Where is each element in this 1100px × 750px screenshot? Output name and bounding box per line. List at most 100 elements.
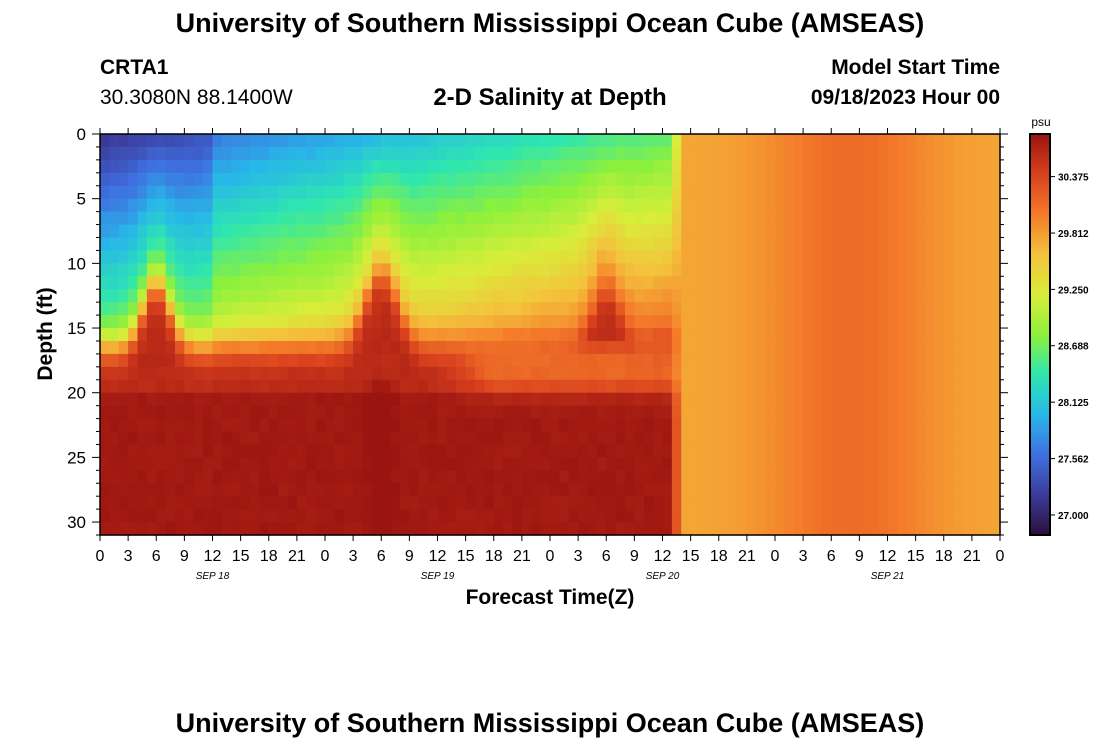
heatmap-cell [156,211,167,226]
heatmap-cell [971,340,982,355]
heatmap-cell [503,185,514,200]
heatmap-cell [803,289,814,303]
heatmap-cell [146,211,157,226]
heatmap-cell [203,276,214,290]
heatmap-cell [381,302,392,316]
heatmap-cell [362,340,373,355]
heatmap-cell [746,444,757,458]
heatmap-cell [981,211,992,226]
heatmap-cell [878,366,889,381]
heatmap-cell [690,276,701,290]
heatmap-cell [381,379,392,394]
heatmap-cell [156,470,167,484]
heatmap-cell [184,237,195,252]
heatmap-cell [446,302,457,316]
heatmap-cell [437,185,448,200]
heatmap-cell [306,134,317,148]
heatmap-cell [662,457,673,471]
heatmap-cell [784,263,795,277]
heatmap-cell [325,379,335,394]
heatmap-cell [625,211,635,226]
heatmap-cell [475,405,485,420]
heatmap-cell [521,366,532,381]
footer-title: University of Southern Mississippi Ocean… [175,708,925,738]
heatmap-cell [540,353,551,368]
heatmap-cell [653,315,664,329]
heatmap-cell [315,172,326,187]
heatmap-cell [287,366,298,381]
heatmap-cell [596,146,607,161]
heatmap-cell [343,237,354,252]
heatmap-cell [381,470,392,484]
heatmap-cell [559,237,570,252]
heatmap-cell [634,418,645,433]
heatmap-cell [756,353,767,368]
heatmap-cell [456,224,467,239]
heatmap-cell [287,483,298,497]
heatmap-cell [718,470,729,484]
heatmap-cell [568,470,579,484]
heatmap-cell [296,134,307,148]
heatmap-cell [728,418,739,433]
heatmap-cell [521,302,532,316]
heatmap-cell [240,224,251,239]
heatmap-cell [840,509,851,523]
heatmap-cell [953,405,964,420]
heatmap-cell [240,405,251,420]
heatmap-cell [587,211,598,226]
heatmap-cell [634,315,645,329]
heatmap-cell [925,172,935,187]
heatmap-cell [868,353,879,368]
heatmap-cell [203,237,214,252]
heatmap-cell [981,302,992,316]
heatmap-cell [728,379,739,394]
heatmap-cell [250,483,260,497]
heatmap-cell [934,198,945,213]
heatmap-cell [793,405,804,420]
heatmap-cell [925,276,935,290]
heatmap-cell [306,457,317,471]
heatmap-cell [418,496,429,510]
heatmap-cell [728,353,739,368]
heatmap-cell [268,237,279,252]
heatmap-cell [925,146,935,161]
heatmap-cell [512,405,523,420]
heatmap-cell [240,353,251,368]
y-tick-label: 10 [67,254,86,273]
heatmap-cell [803,250,814,264]
heatmap-cell [100,250,110,264]
heatmap-cell [325,483,335,497]
heatmap-cell [634,457,645,471]
heatmap-cell [971,185,982,200]
heatmap-cell [896,250,907,264]
heatmap-cell [578,431,589,446]
heatmap-cell [878,159,889,174]
heatmap-cell [784,315,795,329]
heatmap-cell [831,457,842,471]
heatmap-cell [578,302,589,316]
x-tick-label: 0 [996,548,1005,565]
heatmap-cell [578,134,589,148]
heatmap-cell [109,250,120,264]
heatmap-cell [325,353,335,368]
heatmap-cell [418,340,429,355]
heatmap-cell [981,146,992,161]
x-tick-label: 21 [288,548,306,565]
heatmap-cell [212,315,223,329]
heatmap-cell [568,263,579,277]
heatmap-cell [437,328,448,342]
heatmap-cell [943,237,954,252]
heatmap-cell [587,340,598,355]
heatmap-cell [484,250,495,264]
heatmap-cell [840,405,851,420]
heatmap-cell [906,418,917,433]
heatmap-cell [662,185,673,200]
heatmap-cell [765,224,776,239]
heatmap-cell [428,315,439,329]
heatmap-cell [550,146,560,161]
heatmap-cell [981,289,992,303]
heatmap-cell [137,276,148,290]
heatmap-cell [718,522,729,536]
heatmap-cell [643,405,654,420]
heatmap-cell [231,263,242,277]
